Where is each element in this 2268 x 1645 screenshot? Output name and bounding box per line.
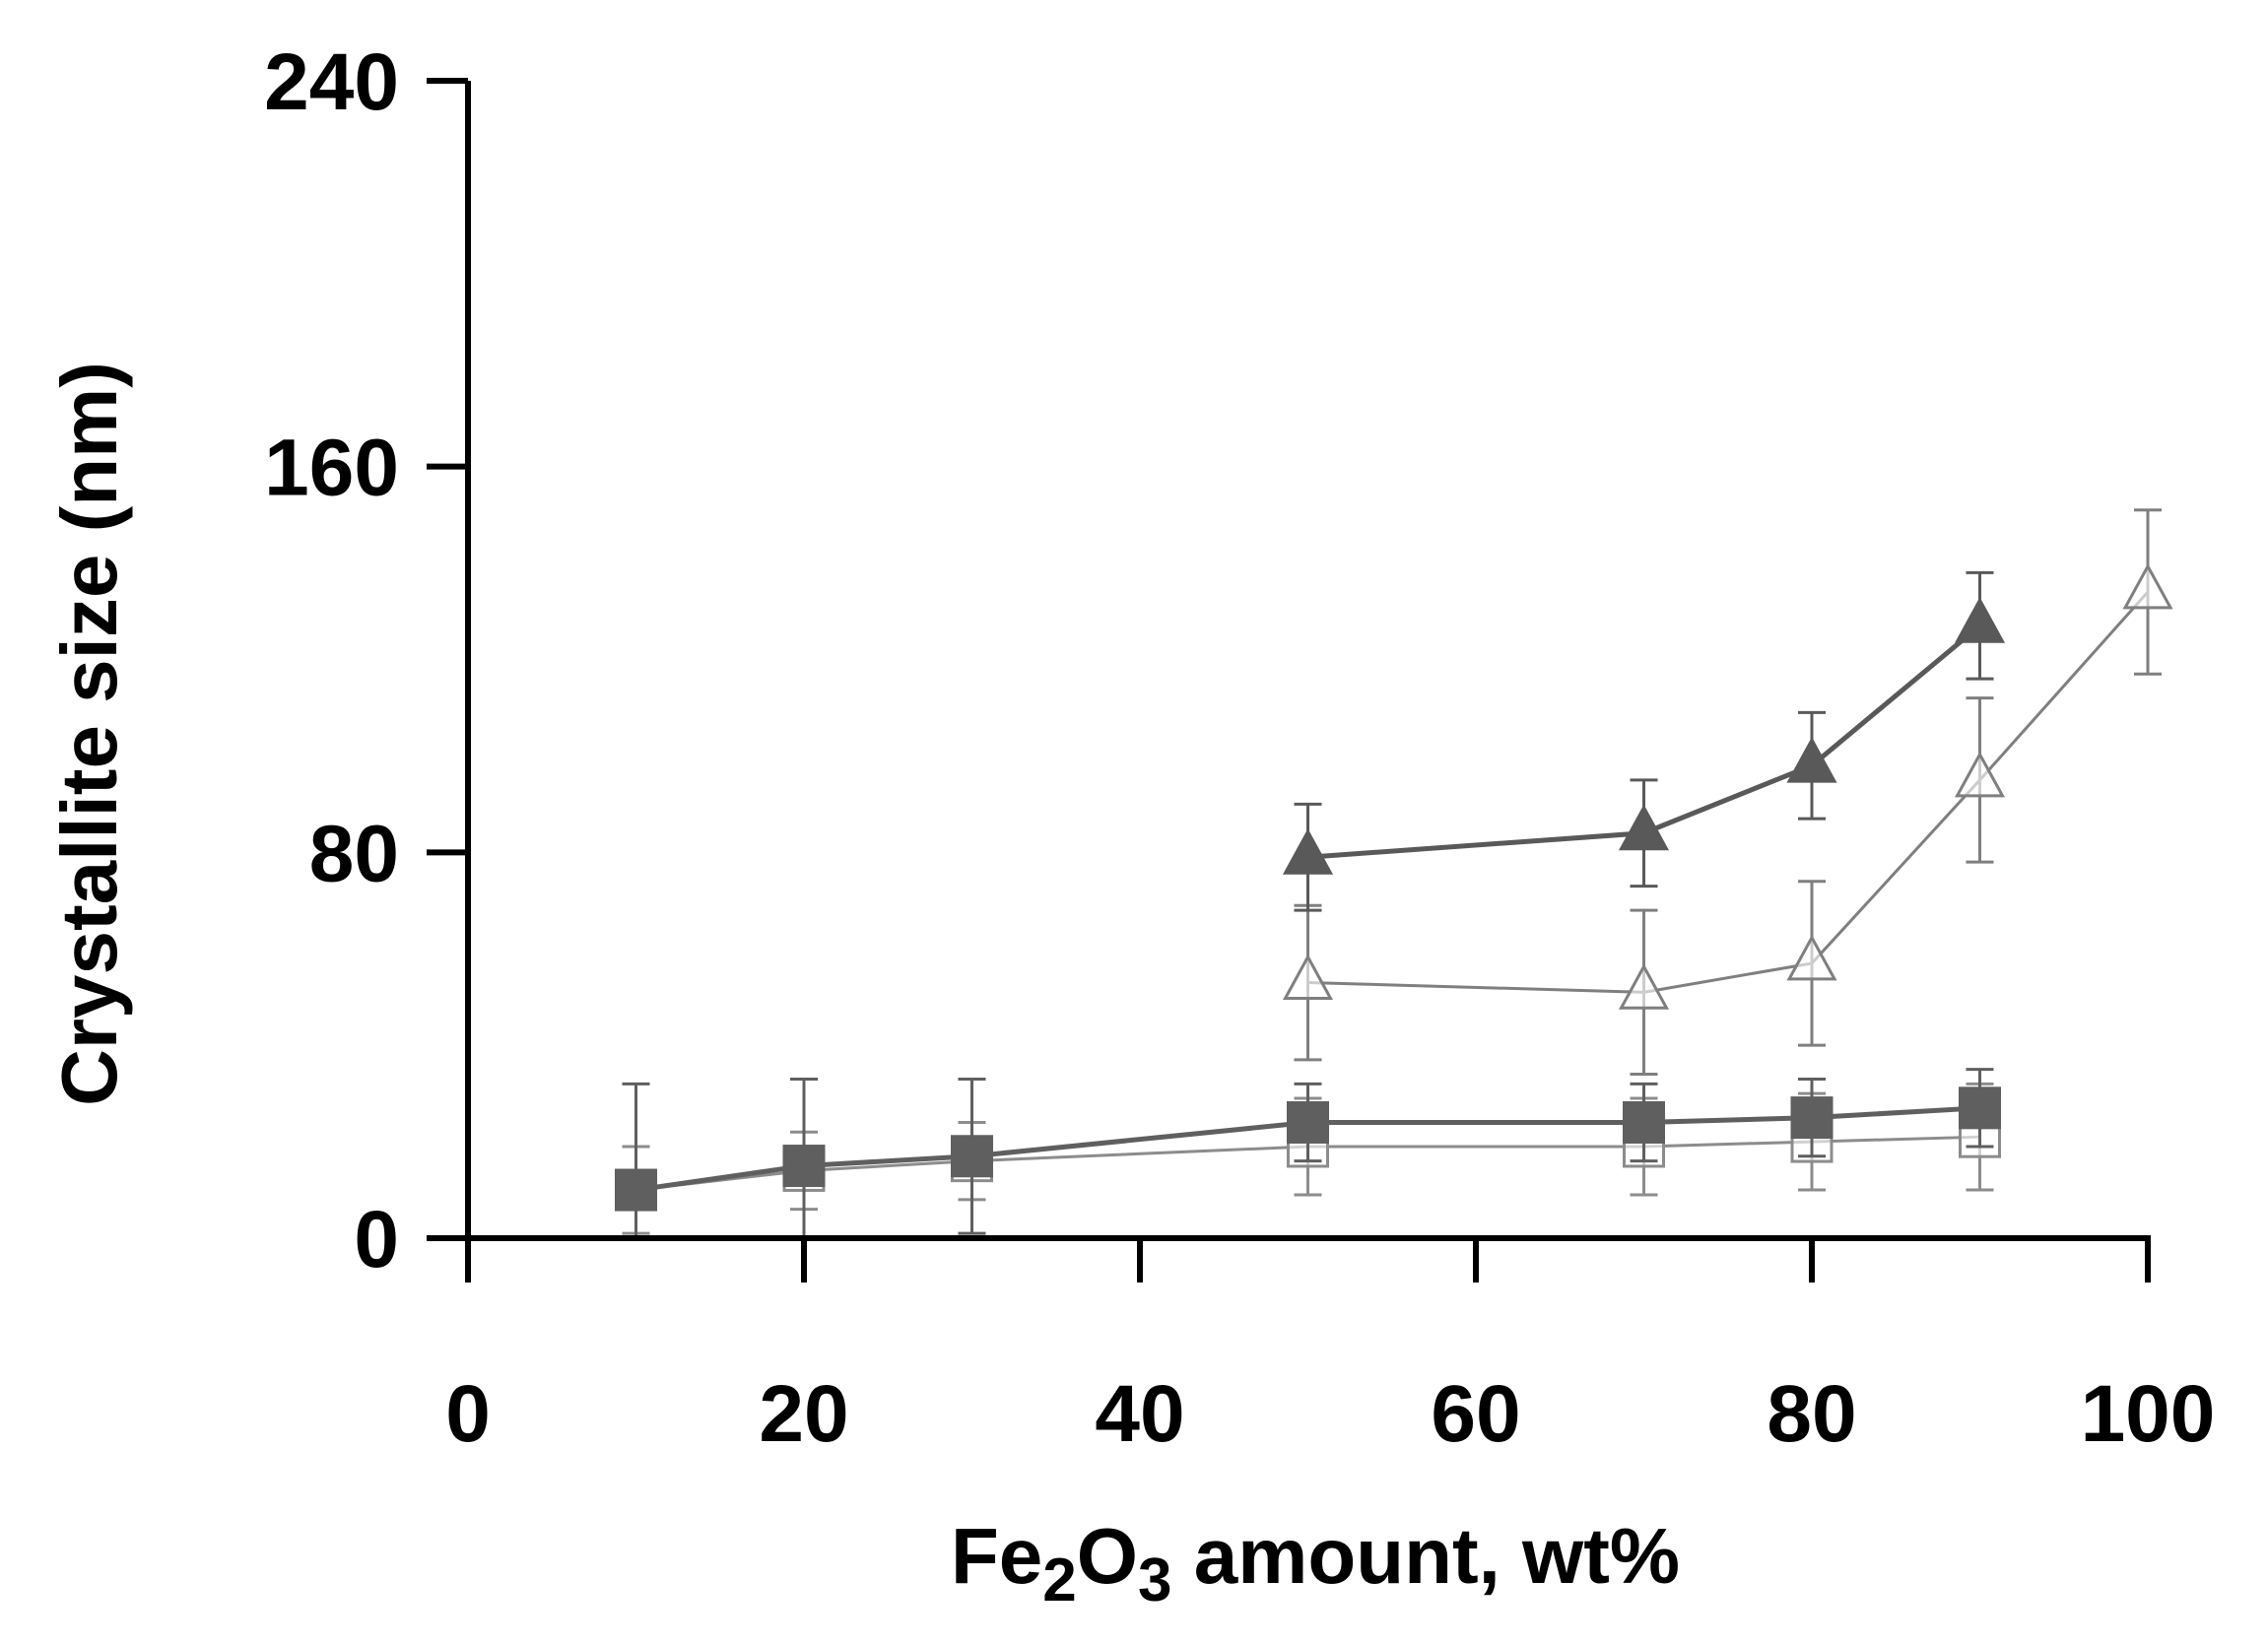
- series-layer: [615, 508, 2173, 1240]
- filled-triangle-marker: [1618, 804, 1670, 851]
- open-triangle-marker: [1282, 954, 1334, 1000]
- y-tick-label: 160: [264, 424, 399, 513]
- x-axis-title-sub2: 3: [1138, 1546, 1171, 1614]
- x-axis-title: Fe2O3 amount, wt%: [951, 1512, 1680, 1614]
- series-line: [1307, 624, 1982, 860]
- x-axis-title-middle: O: [1077, 1512, 1138, 1600]
- filled-triangle-marker: [1282, 828, 1334, 875]
- y-tick-label: 0: [354, 1195, 399, 1284]
- y-axis-title: Crystallite size (nm): [45, 362, 133, 1106]
- open-triangle-marker: [2122, 562, 2173, 610]
- x-axis-title-sub1: 2: [1042, 1546, 1076, 1614]
- open-triangle-marker: [1618, 963, 1670, 1010]
- ticks-layer: 0 20 40 60 80 100 0 80 160 240: [264, 37, 2215, 1459]
- axes-layer: [465, 81, 2151, 1241]
- y-tick-label: 240: [264, 37, 399, 127]
- x-tick-label: 40: [1095, 1369, 1184, 1459]
- filled-triangle-marker: [1786, 737, 1837, 783]
- filled-square-marker: [1623, 1101, 1665, 1144]
- filled-square-marker: [951, 1135, 993, 1178]
- filled-triangle-marker: [1954, 597, 2006, 643]
- x-axis-title-suffix: amount, wt%: [1172, 1512, 1681, 1600]
- series-filled-triangles: [1282, 570, 2006, 912]
- x-tick-label: 100: [2081, 1369, 2216, 1459]
- filled-square-marker: [615, 1168, 657, 1212]
- filled-square-marker: [1287, 1101, 1329, 1144]
- open-triangle-marker: [1954, 751, 2006, 798]
- x-tick-label: 0: [445, 1369, 491, 1459]
- x-tick-label: 60: [1431, 1369, 1520, 1459]
- filled-square-marker: [782, 1145, 826, 1188]
- series-open-triangles: [1282, 508, 2173, 1077]
- open-triangle-marker: [1786, 934, 1837, 981]
- x-axis-title-prefix: Fe: [951, 1512, 1042, 1600]
- filled-square-marker: [1959, 1086, 2001, 1130]
- x-tick-label: 20: [759, 1369, 848, 1459]
- y-tick-label: 80: [309, 809, 399, 898]
- x-tick-label: 80: [1767, 1369, 1856, 1459]
- series-line: [1307, 590, 2150, 994]
- filled-square-marker: [1790, 1096, 1834, 1140]
